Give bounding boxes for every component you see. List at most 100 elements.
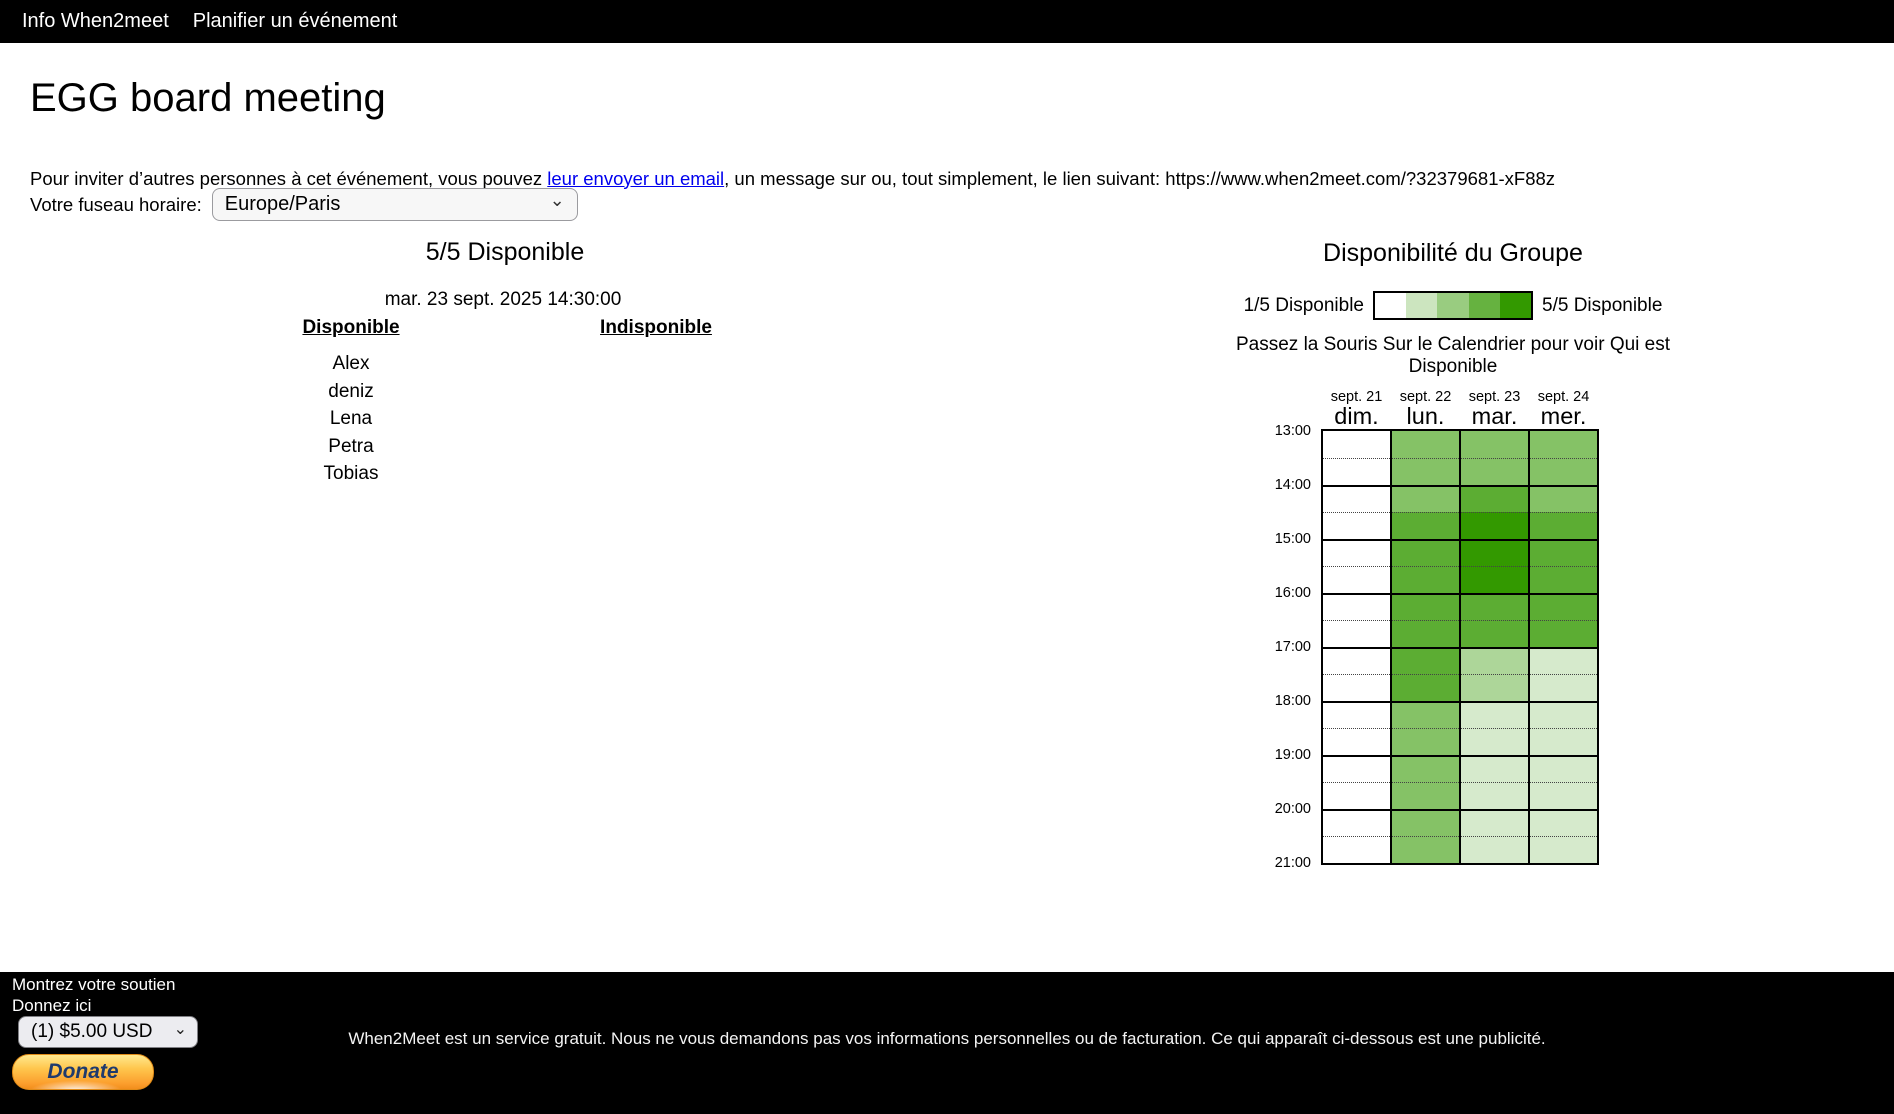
availability-cell[interactable] [1530,782,1597,809]
availability-cell[interactable] [1323,755,1390,782]
availability-cell[interactable] [1392,431,1459,458]
service-note: When2Meet est un service gratuit. Nous n… [348,1029,1546,1048]
availability-cell[interactable] [1392,836,1459,863]
availability-cell[interactable] [1392,647,1459,674]
availability-cell[interactable] [1392,593,1459,620]
availability-cell[interactable] [1323,647,1390,674]
time-label: 21:00 [1274,855,1311,871]
availability-cell[interactable] [1392,674,1459,701]
availability-cell[interactable] [1323,539,1390,566]
availability-cell[interactable] [1530,701,1597,728]
day-header-date: sept. 21 [1330,389,1383,405]
availability-cell[interactable] [1392,782,1459,809]
availability-cell[interactable] [1461,782,1528,809]
availability-legend: 1/5 Disponible 5/5 Disponible [1190,291,1716,320]
day-column [1323,431,1390,863]
timezone-label: Votre fuseau horaire: [30,193,202,215]
availability-cell[interactable] [1461,674,1528,701]
attendee-name: Lena [329,408,373,429]
availability-cell[interactable] [1530,512,1597,539]
availability-cell[interactable] [1530,539,1597,566]
availability-cell[interactable] [1392,458,1459,485]
time-label: 20:00 [1274,801,1311,817]
nav-plan-event[interactable]: Planifier un événement [192,10,398,32]
availability-cell[interactable] [1530,674,1597,701]
availability-cell[interactable] [1323,431,1390,458]
availability-cell[interactable] [1392,701,1459,728]
timezone-row: Votre fuseau horaire: Europe/Paris ⌄ [30,188,578,221]
availability-cell[interactable] [1461,809,1528,836]
availability-cell[interactable] [1323,701,1390,728]
timezone-select[interactable]: Europe/Paris ⌄ [211,188,578,221]
availability-cell[interactable] [1530,728,1597,755]
slot-availability-heading: 5/5 Disponible [425,238,585,266]
availability-cell[interactable] [1392,809,1459,836]
day-column [1390,431,1459,863]
availability-cell[interactable] [1530,593,1597,620]
availability-cell[interactable] [1461,539,1528,566]
availability-cell[interactable] [1530,458,1597,485]
availability-cell[interactable] [1323,458,1390,485]
time-label: 19:00 [1274,747,1311,763]
availability-cell[interactable] [1392,485,1459,512]
availability-cell[interactable] [1392,728,1459,755]
send-email-link[interactable]: leur envoyer un email [547,167,725,189]
attendee-name: Petra [328,435,374,457]
availability-cell[interactable] [1392,755,1459,782]
time-label: 18:00 [1274,693,1311,709]
availability-cell[interactable] [1461,566,1528,593]
availability-cell[interactable] [1392,566,1459,593]
page-title: EGG board meeting [30,76,386,120]
availability-cell[interactable] [1530,809,1597,836]
nav-info-when2meet[interactable]: Info When2meet [22,10,169,32]
availability-cell[interactable] [1530,485,1597,512]
availability-cell[interactable] [1323,593,1390,620]
availability-cell[interactable] [1461,620,1528,647]
invite-text: Pour inviter d’autres personnes à cet év… [30,168,1555,190]
availability-cell[interactable] [1392,620,1459,647]
attendee-name: Alex [332,353,370,374]
availability-cell[interactable] [1461,701,1528,728]
availability-cell[interactable] [1323,782,1390,809]
hover-instruction: Passez la Souris Sur le Calendrier pour … [1235,334,1671,377]
availability-cell[interactable] [1323,836,1390,863]
availability-cell[interactable] [1461,755,1528,782]
availability-cell[interactable] [1530,431,1597,458]
availability-cell[interactable] [1461,512,1528,539]
availability-cell[interactable] [1323,728,1390,755]
availability-cell[interactable] [1323,485,1390,512]
available-name-list: Alex deniz Lena Petra Tobias [240,350,462,488]
availability-cell[interactable] [1323,512,1390,539]
invite-suffix: , un message sur ou, tout simplement, le… [724,167,1556,189]
availability-cell[interactable] [1323,674,1390,701]
availability-cell[interactable] [1530,620,1597,647]
availability-cell[interactable] [1461,647,1528,674]
availability-cell[interactable] [1323,809,1390,836]
donate-button[interactable]: Donate [12,1054,154,1090]
legend-swatch [1437,293,1469,318]
availability-cell[interactable] [1530,836,1597,863]
availability-cell[interactable] [1392,539,1459,566]
time-label: 17:00 [1274,639,1311,655]
day-header-name: dim. [1334,403,1379,429]
availability-cell[interactable] [1461,431,1528,458]
chevron-down-icon: ⌄ [549,190,565,210]
time-label: 13:00 [1274,423,1311,439]
support-line-2: Donnez ici [12,996,92,1015]
availability-cell[interactable] [1530,755,1597,782]
availability-cell[interactable] [1323,566,1390,593]
donation-amount-select[interactable]: (1) $5.00 USD ⌄ [18,1016,198,1048]
availability-cell[interactable] [1530,566,1597,593]
time-label: 14:00 [1274,477,1311,493]
chevron-down-icon: ⌄ [173,1021,187,1038]
availability-cell[interactable] [1461,593,1528,620]
availability-cell[interactable] [1461,485,1528,512]
availability-cell[interactable] [1323,620,1390,647]
availability-cell[interactable] [1461,728,1528,755]
day-column [1528,431,1597,863]
availability-cell[interactable] [1461,836,1528,863]
availability-cell[interactable] [1530,647,1597,674]
availability-cell[interactable] [1392,512,1459,539]
day-header-date: sept. 23 [1468,389,1521,405]
availability-cell[interactable] [1461,458,1528,485]
